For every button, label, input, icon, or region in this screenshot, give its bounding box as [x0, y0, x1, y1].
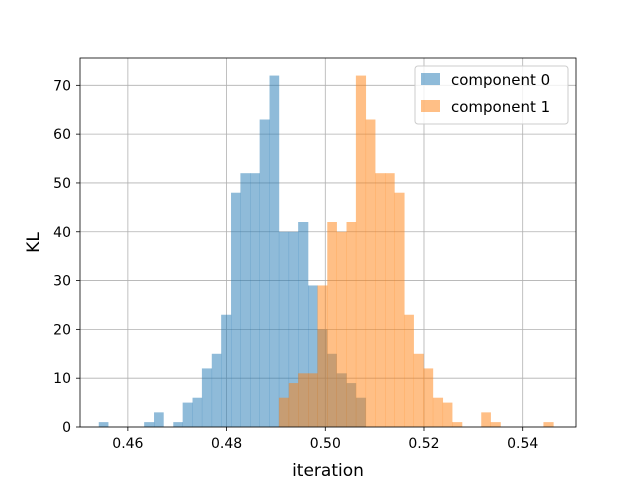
bar-component-0 [98, 422, 109, 427]
y-tick-label: 0 [62, 420, 71, 436]
bar-component-1 [442, 402, 453, 427]
bar-component-1 [317, 285, 328, 427]
y-tick-label: 40 [53, 225, 71, 241]
legend-label-component-1: component 1 [451, 98, 550, 116]
bars [98, 75, 554, 428]
bar-component-1 [432, 397, 444, 427]
x-tick-label: 0.50 [310, 436, 341, 452]
legend: component 0 component 1 [414, 65, 569, 125]
bar-component-1 [452, 422, 463, 427]
y-tick-label: 70 [53, 78, 71, 94]
bar-component-0 [240, 173, 251, 427]
y-tick-label: 30 [53, 274, 71, 290]
bar-component-0 [259, 119, 270, 427]
bar-component-1 [375, 173, 386, 427]
bar-component-0 [308, 285, 318, 427]
bar-component-0 [192, 397, 203, 427]
bar-component-0 [278, 231, 290, 427]
x-tick-label: 0.46 [112, 436, 143, 452]
bar-component-1 [413, 353, 424, 427]
legend-box [414, 65, 569, 125]
y-tick-label: 50 [53, 176, 71, 192]
bar-component-0 [221, 314, 232, 427]
bar-component-0 [250, 173, 260, 427]
y-tick-label: 60 [53, 127, 71, 143]
bar-component-1 [336, 231, 347, 427]
bar-component-0 [298, 222, 309, 427]
bar-component-1 [385, 173, 395, 427]
bar-component-1 [543, 422, 554, 427]
bar-component-0 [173, 422, 183, 427]
bar-component-1 [278, 397, 290, 427]
bar-component-1 [394, 192, 405, 427]
bar-component-0 [231, 192, 241, 427]
bar-component-0 [269, 75, 280, 428]
y-tick-label: 10 [53, 371, 71, 387]
y-axis-label: KL [24, 232, 44, 253]
legend-swatch-component-1 [421, 100, 440, 112]
bar-component-0 [182, 402, 193, 427]
bar-component-1 [365, 119, 376, 427]
bar-component-1 [298, 373, 309, 427]
bar-component-1 [346, 222, 357, 427]
bar-component-1 [490, 422, 501, 427]
legend-label-component-0: component 0 [451, 71, 550, 89]
y-tick-label: 20 [53, 322, 71, 338]
bar-component-1 [355, 75, 367, 428]
bar-component-0 [211, 353, 222, 427]
x-tick-label: 0.48 [211, 436, 242, 452]
bar-component-1 [327, 222, 337, 427]
x-tick-label: 0.54 [507, 436, 538, 452]
axis-ticks: 0.46 0.48 0.50 0.52 0.54 0 10 20 30 40 50 60 70 [53, 78, 538, 452]
bar-component-1 [423, 368, 434, 427]
x-tick-label: 0.52 [408, 436, 439, 452]
plot-frame [79, 57, 577, 428]
bar-component-1 [404, 314, 414, 427]
legend-swatch-component-0 [421, 73, 440, 85]
bar-component-1 [481, 412, 491, 427]
bar-component-0 [288, 231, 299, 427]
bar-component-0 [144, 422, 155, 427]
bar-component-1 [308, 373, 318, 427]
bar-component-0 [201, 368, 213, 427]
bar-component-1 [288, 383, 299, 427]
bar-component-0 [154, 412, 164, 427]
x-axis-label: iteration [292, 461, 364, 480]
